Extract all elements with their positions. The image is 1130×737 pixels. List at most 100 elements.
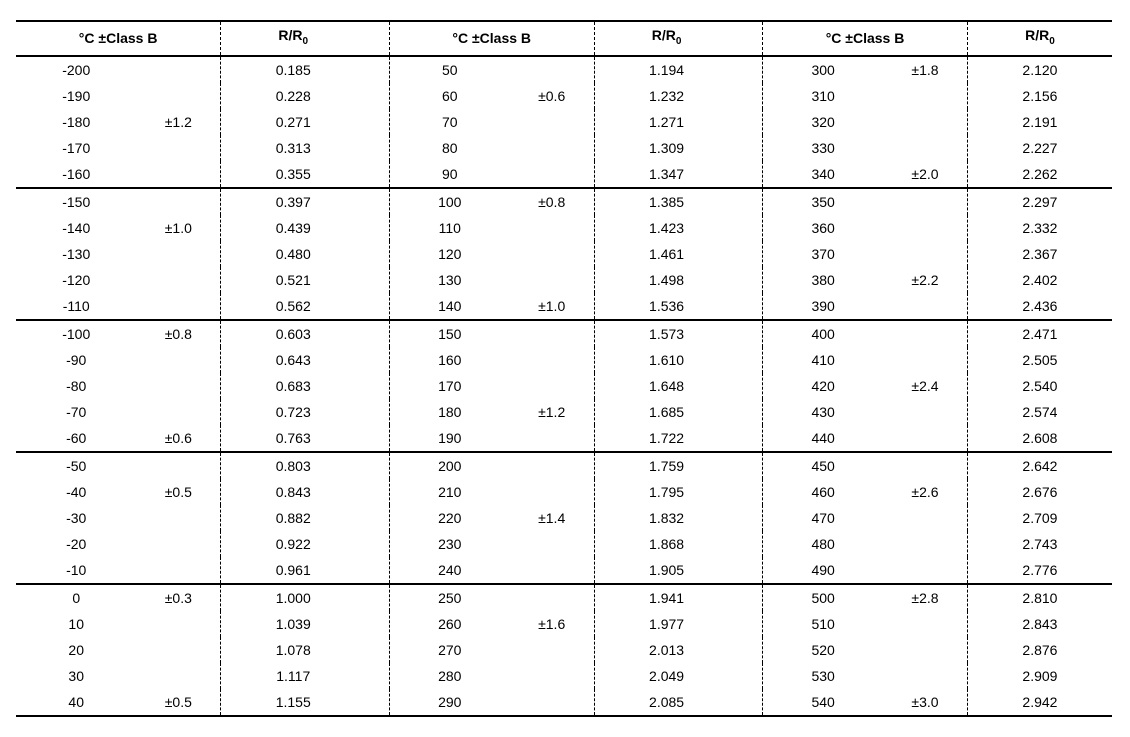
cell-tolerance (883, 399, 967, 425)
cell-ratio: 1.347 (594, 161, 739, 188)
cell-tolerance: ±2.8 (883, 584, 967, 611)
col-gap (365, 21, 389, 56)
cell-temp: -200 (16, 56, 136, 83)
cell-tolerance (510, 215, 594, 241)
cell-ratio: 1.155 (221, 689, 366, 716)
cell-tolerance (510, 531, 594, 557)
col-gap (739, 320, 763, 347)
cell-temp: -40 (16, 479, 136, 505)
table-row: -800.6831701.648420±2.42.540 (16, 373, 1112, 399)
cell-ratio: 1.461 (594, 241, 739, 267)
rtd-resistance-table: °C ±Class B R/R0 °C ±Class B R/R0 °C ±Cl… (16, 20, 1112, 717)
cell-tolerance (883, 637, 967, 663)
cell-temp: 230 (389, 531, 509, 557)
col-gap (739, 584, 763, 611)
cell-tolerance (136, 347, 220, 373)
table-row: -1900.22860±0.61.2323102.156 (16, 83, 1112, 109)
cell-ratio: 0.271 (221, 109, 366, 135)
cell-temp: 340 (763, 161, 883, 188)
cell-tolerance (136, 83, 220, 109)
col-gap (365, 188, 389, 215)
col-gap (739, 21, 763, 56)
cell-ratio: 1.759 (594, 452, 739, 479)
cell-temp: -140 (16, 215, 136, 241)
cell-ratio: 2.367 (967, 241, 1112, 267)
cell-tolerance (883, 505, 967, 531)
cell-temp: -180 (16, 109, 136, 135)
col-gap (739, 83, 763, 109)
cell-ratio: 1.722 (594, 425, 739, 452)
cell-ratio: 0.922 (221, 531, 366, 557)
cell-ratio: 2.120 (967, 56, 1112, 83)
cell-tolerance: ±0.6 (510, 83, 594, 109)
cell-ratio: 1.194 (594, 56, 739, 83)
cell-tolerance: ±3.0 (883, 689, 967, 716)
cell-tolerance (136, 452, 220, 479)
cell-temp: -90 (16, 347, 136, 373)
col-gap (365, 215, 389, 241)
cell-ratio: 0.480 (221, 241, 366, 267)
col-gap (739, 557, 763, 584)
table-row: -140±1.00.4391101.4233602.332 (16, 215, 1112, 241)
cell-ratio: 0.882 (221, 505, 366, 531)
cell-tolerance: ±0.5 (136, 479, 220, 505)
cell-temp: -60 (16, 425, 136, 452)
cell-temp: 250 (389, 584, 509, 611)
col-gap (739, 531, 763, 557)
cell-tolerance (136, 135, 220, 161)
cell-temp: -110 (16, 293, 136, 320)
cell-tolerance: ±1.0 (510, 293, 594, 320)
cell-temp: 20 (16, 637, 136, 663)
cell-temp: 280 (389, 663, 509, 689)
cell-tolerance (136, 161, 220, 188)
table-row: -1300.4801201.4613702.367 (16, 241, 1112, 267)
col-gap (365, 320, 389, 347)
col-gap (739, 293, 763, 320)
col-gap (739, 505, 763, 531)
cell-temp: -160 (16, 161, 136, 188)
cell-tolerance (510, 557, 594, 584)
cell-temp: 360 (763, 215, 883, 241)
col-gap (365, 479, 389, 505)
cell-ratio: 0.439 (221, 215, 366, 241)
cell-temp: 530 (763, 663, 883, 689)
cell-ratio: 0.185 (221, 56, 366, 83)
cell-ratio: 2.709 (967, 505, 1112, 531)
cell-temp: -100 (16, 320, 136, 347)
cell-tolerance (136, 557, 220, 584)
cell-temp: -20 (16, 531, 136, 557)
cell-ratio: 2.262 (967, 161, 1112, 188)
cell-temp: 430 (763, 399, 883, 425)
cell-tolerance (510, 584, 594, 611)
cell-temp: 170 (389, 373, 509, 399)
cell-temp: 200 (389, 452, 509, 479)
cell-tolerance: ±2.4 (883, 373, 967, 399)
cell-tolerance (883, 611, 967, 637)
col-gap (365, 425, 389, 452)
col-gap (365, 611, 389, 637)
cell-ratio: 2.540 (967, 373, 1112, 399)
cell-temp: 240 (389, 557, 509, 584)
cell-tolerance (136, 399, 220, 425)
cell-ratio: 0.683 (221, 373, 366, 399)
cell-tolerance (510, 373, 594, 399)
col-gap (739, 347, 763, 373)
col-gap (365, 663, 389, 689)
cell-ratio: 2.471 (967, 320, 1112, 347)
cell-ratio: 1.685 (594, 399, 739, 425)
cell-ratio: 2.608 (967, 425, 1112, 452)
cell-tolerance: ±1.2 (136, 109, 220, 135)
cell-ratio: 0.803 (221, 452, 366, 479)
col-gap (365, 241, 389, 267)
cell-ratio: 2.049 (594, 663, 739, 689)
table-row: -1200.5211301.498380±2.22.402 (16, 267, 1112, 293)
ratio-label: R/R0 (278, 27, 308, 43)
cell-ratio: 2.876 (967, 637, 1112, 663)
cell-ratio: 0.843 (221, 479, 366, 505)
col-gap (365, 557, 389, 584)
cell-tolerance: ±0.5 (136, 689, 220, 716)
col-gap (739, 135, 763, 161)
cell-ratio: 1.000 (221, 584, 366, 611)
col-gap (365, 399, 389, 425)
cell-tolerance: ±1.0 (136, 215, 220, 241)
